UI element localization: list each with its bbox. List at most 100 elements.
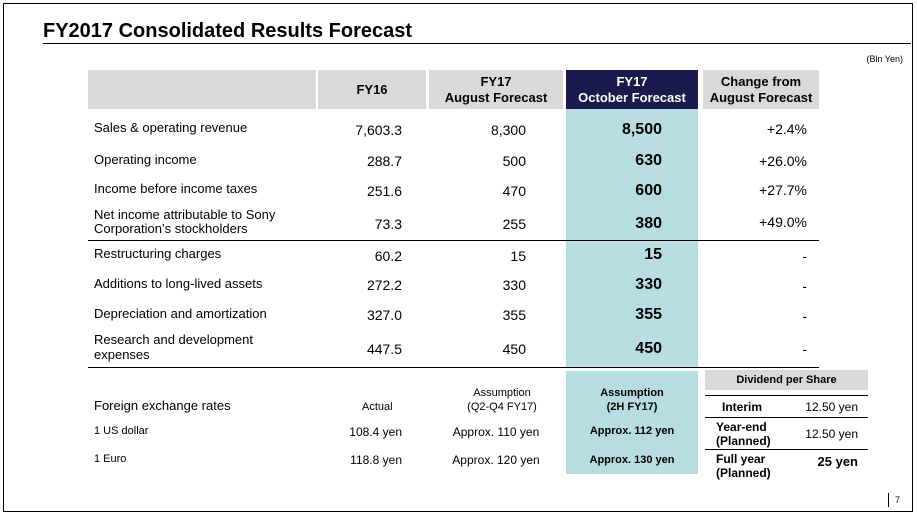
fx-actual-header: Actual [362,401,393,413]
table-bottom-rule [88,367,819,368]
row-chg: - [802,308,807,324]
row-fy16: 272.2 [366,277,402,293]
row-fy16: 447.5 [366,341,402,357]
table-row: Additions to long-lived assets 272.2 330… [0,275,917,305]
dividend-interim-label: Interim [722,400,763,414]
row-fy16: 73.3 [374,216,402,232]
row-aug: 500 [502,153,526,169]
fx-row-label: 1 Euro [94,453,127,465]
row-oct: 630 [635,152,662,169]
row-chg: +2.4% [766,121,807,137]
title-rule [43,43,911,44]
row-fy16: 7,603.3 [355,122,402,138]
fx-oct-header-line2: (2H FY17) [606,401,658,413]
fx-label: Foreign exchange rates [94,398,231,413]
fx-row-label: 1 US dollar [94,425,149,437]
fx-row-oct: Approx. 130 yen [589,454,675,466]
header-fy16: FY16 [318,70,426,109]
row-label: Depreciation and amortization [94,306,267,321]
dividend-title: Dividend per Share [705,370,868,390]
header-aug-line2: August Forecast [444,89,548,105]
fx-row-actual: 118.8 yen [350,453,402,467]
row-oct: 355 [635,306,662,323]
page-number: 7 [888,493,900,507]
header-oct-line2: October Forecast [578,89,686,105]
header-blank [88,70,316,109]
table-divider [88,240,819,241]
dividend-yearend-value: 12.50 yen [805,427,858,441]
slide-frame [3,3,913,512]
row-oct: 330 [635,276,662,293]
table-row: Depreciation and amortization 327.0 355 … [0,305,917,335]
row-aug: 470 [502,183,526,199]
october-highlight-fx [566,371,698,474]
row-label-line2: expenses [94,347,150,362]
row-label: Operating income [94,152,197,167]
header-october-forecast: FY17 October Forecast [566,70,698,109]
fx-row-aug: Approx. 110 yen [452,425,540,439]
row-label: Sales & operating revenue [94,120,248,135]
table-row: Sales & operating revenue 7,603.3 8,300 … [0,119,917,149]
dividend-full-value: 25 yen [817,454,858,469]
fx-aug-header-line1: Assumption [473,387,531,399]
row-aug: 255 [502,216,526,232]
row-aug: 330 [502,277,526,293]
table-row: Income before income taxes 251.6 470 600… [0,180,917,210]
row-label-line1: Net income attributable to Sony [94,207,276,222]
row-oct: 15 [644,246,662,263]
dividend-rule [705,395,868,396]
table-row: Net income attributable to Sony Corporat… [0,207,917,239]
row-label: Additions to long-lived assets [94,276,263,291]
row-chg: - [802,341,807,357]
dividend-rule [705,449,868,450]
dividend-title-label: Dividend per Share [736,374,837,386]
row-fy16: 60.2 [374,248,402,264]
row-chg: - [802,248,807,264]
row-label: Restructuring charges [94,246,222,261]
row-label-line2: Corporation’s stockholders [94,221,248,236]
fx-row-actual: 108.4 yen [349,425,402,439]
row-oct: 600 [635,182,662,199]
fx-oct-header-line1: Assumption [600,387,664,399]
header-august-forecast: FY17 August Forecast [429,70,563,109]
header-fy16-label: FY16 [356,81,388,97]
dividend-rule [705,417,868,418]
header-chg-line1: Change from [720,73,802,89]
fx-row-aug: Approx. 120 yen [452,453,540,467]
row-aug: 15 [510,248,526,264]
row-chg: +27.7% [759,182,807,198]
header-chg-line2: August Forecast [709,89,813,105]
row-aug: 450 [502,341,526,357]
header-aug-line1: FY17 [480,73,512,89]
row-oct: 8,500 [621,121,662,138]
table-row: Research and development expenses 447.5 … [0,332,917,366]
row-oct: 450 [635,340,662,357]
october-highlight-column [566,109,698,367]
row-chg: +49.0% [759,214,807,230]
dividend-interim-value: 12.50 yen [805,400,858,414]
dividend-yearend-label-line2: (Planned) [716,434,771,448]
row-chg: - [802,278,807,294]
table-row: Operating income 288.7 500 630 +26.0% [0,151,917,181]
row-fy16: 251.6 [366,183,402,199]
unit-label: (Bln Yen) [866,54,903,64]
row-fy16: 288.7 [366,153,402,169]
header-oct-line1: FY17 [616,73,648,89]
row-oct: 380 [635,215,662,232]
dividend-full-label-line2: (Planned) [716,466,771,480]
dividend-row-fullyear: Full year (Planned) 25 yen [705,452,868,482]
header-change: Change from August Forecast [703,70,819,109]
row-aug: 355 [502,307,526,323]
row-chg: +26.0% [759,153,807,169]
fx-row-oct: Approx. 112 yen [589,425,675,437]
row-aug: 8,300 [490,122,526,138]
page-title: FY2017 Consolidated Results Forecast [43,20,413,42]
row-label: Income before income taxes [94,181,258,196]
table-row: Restructuring charges 60.2 15 15 - [0,245,917,275]
dividend-full-label-line1: Full year [716,452,766,466]
dividend-yearend-label-line1: Year-end [716,420,767,434]
fx-aug-header-line2: (Q2-Q4 FY17) [467,401,537,413]
row-label-line1: Research and development [94,332,253,347]
row-fy16: 327.0 [366,307,402,323]
dividend-row-yearend: Year-end (Planned) 12.50 yen [705,420,868,450]
